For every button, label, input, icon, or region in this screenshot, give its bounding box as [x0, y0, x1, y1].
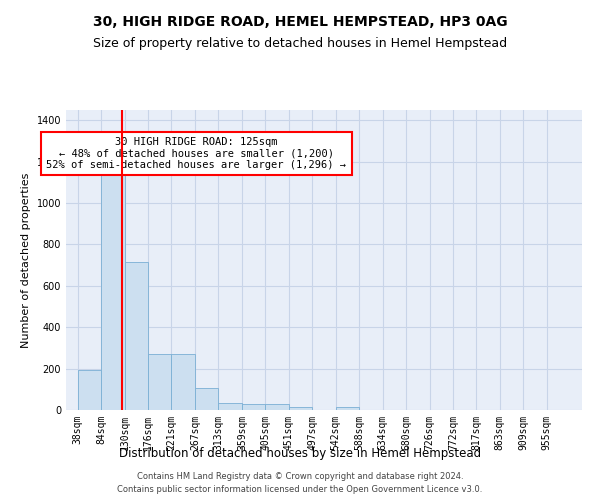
Bar	[335, 407, 359, 410]
Bar	[195, 388, 218, 410]
Bar	[148, 354, 172, 410]
Bar	[101, 172, 125, 410]
Text: 30, HIGH RIDGE ROAD, HEMEL HEMPSTEAD, HP3 0AG: 30, HIGH RIDGE ROAD, HEMEL HEMPSTEAD, HP…	[92, 15, 508, 29]
Bar	[242, 404, 265, 410]
Bar	[218, 403, 242, 410]
Y-axis label: Number of detached properties: Number of detached properties	[21, 172, 31, 348]
Bar	[125, 262, 148, 410]
Bar	[265, 404, 289, 410]
Text: 30 HIGH RIDGE ROAD: 125sqm
← 48% of detached houses are smaller (1,200)
52% of s: 30 HIGH RIDGE ROAD: 125sqm ← 48% of deta…	[46, 137, 346, 170]
Bar	[289, 407, 313, 410]
Bar	[78, 370, 101, 410]
Text: Size of property relative to detached houses in Hemel Hempstead: Size of property relative to detached ho…	[93, 38, 507, 51]
Text: Distribution of detached houses by size in Hemel Hempstead: Distribution of detached houses by size …	[119, 448, 481, 460]
Text: Contains public sector information licensed under the Open Government Licence v3: Contains public sector information licen…	[118, 485, 482, 494]
Bar	[172, 354, 195, 410]
Text: Contains HM Land Registry data © Crown copyright and database right 2024.: Contains HM Land Registry data © Crown c…	[137, 472, 463, 481]
